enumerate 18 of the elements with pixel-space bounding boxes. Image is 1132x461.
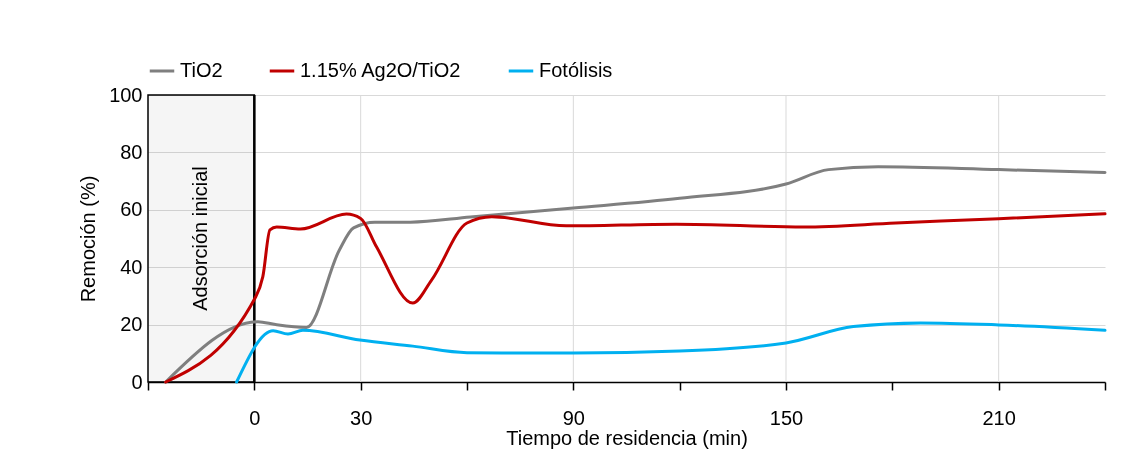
y-tick-label: 0 bbox=[131, 370, 143, 393]
y-tick-label: 20 bbox=[120, 313, 143, 336]
y-axis-title: Remoción (%) bbox=[77, 175, 100, 303]
x-tick-label: 150 bbox=[769, 406, 804, 429]
y-tick-label: 100 bbox=[109, 83, 143, 106]
x-tick-label: 30 bbox=[350, 406, 373, 429]
y-tick-label: 40 bbox=[120, 255, 143, 278]
legend-label: Fotólisis bbox=[539, 59, 613, 81]
x-tick-label: 0 bbox=[249, 406, 261, 429]
band-label: Adsorción inicial bbox=[189, 166, 212, 311]
x-axis-title: Tiempo de residencia (min) bbox=[506, 426, 748, 449]
y-tick-label: 60 bbox=[120, 198, 143, 221]
legend-label: TiO2 bbox=[180, 59, 223, 81]
x-tick-label: 90 bbox=[562, 406, 585, 429]
line-series bbox=[235, 321, 1107, 384]
x-tick-label: 210 bbox=[982, 406, 1016, 429]
y-tick-label: 80 bbox=[120, 140, 143, 163]
legend-label: 1.15% Ag2O/TiO2 bbox=[300, 59, 461, 81]
